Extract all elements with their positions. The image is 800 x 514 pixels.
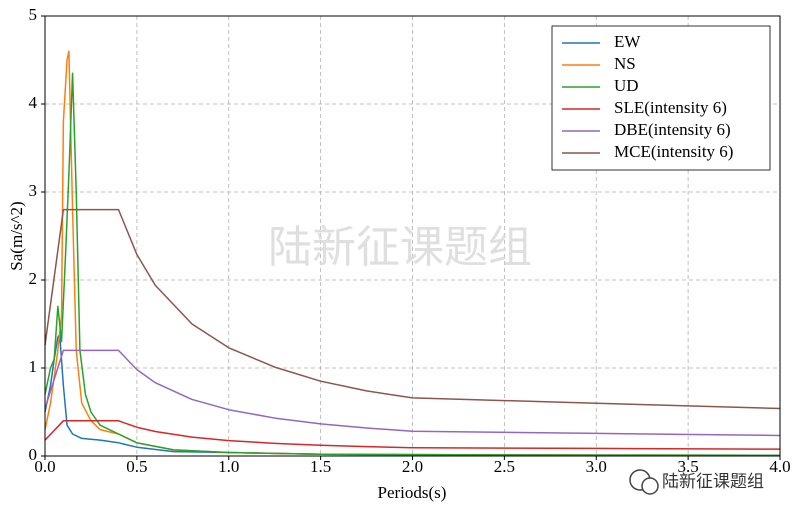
series-line <box>44 72 781 457</box>
legend-label: UD <box>614 76 639 95</box>
y-tick-label: 1 <box>29 357 38 376</box>
y-axis-label: Sa(m/s^2) <box>7 201 26 270</box>
y-tick-label: 2 <box>29 269 38 288</box>
wechat-icon <box>641 477 659 495</box>
x-axis-label: Periods(s) <box>378 483 447 502</box>
y-tick-label: 0 <box>29 445 38 464</box>
legend-label: NS <box>614 54 636 73</box>
series-line <box>44 208 781 410</box>
x-tick-label: 1.5 <box>310 457 331 476</box>
x-tick-label: 4.0 <box>769 457 790 476</box>
x-tick-label: 0.5 <box>126 457 147 476</box>
watermark: 陆新征课题组 <box>268 222 532 273</box>
legend-label: MCE(intensity 6) <box>614 142 733 161</box>
series-line <box>44 420 781 450</box>
footer-watermark-group: 陆新征课题组 <box>629 469 764 495</box>
x-tick-label: 1.0 <box>218 457 239 476</box>
x-tick-label: 3.5 <box>678 457 699 476</box>
legend-label: DBE(intensity 6) <box>614 120 731 139</box>
legend-label: EW <box>614 32 641 51</box>
y-tick-label: 3 <box>29 181 38 200</box>
legend-box <box>551 25 771 171</box>
x-tick-label: 2.5 <box>494 457 515 476</box>
x-tick-label: 2.0 <box>402 457 423 476</box>
lines <box>44 50 781 457</box>
x-tick-label: 3.0 <box>586 457 607 476</box>
footer-watermark: 陆新征课题组 <box>662 472 764 492</box>
legend: EW NS UD SLE(intensity 6) DBE(intensity 6) MC… <box>551 25 771 171</box>
series-line <box>44 349 781 437</box>
legend-label: SLE(intensity 6) <box>614 98 727 117</box>
x-tick-label: 0.0 <box>34 457 55 476</box>
y-tick-label: 5 <box>29 5 38 24</box>
y-tick-label: 4 <box>29 93 38 112</box>
